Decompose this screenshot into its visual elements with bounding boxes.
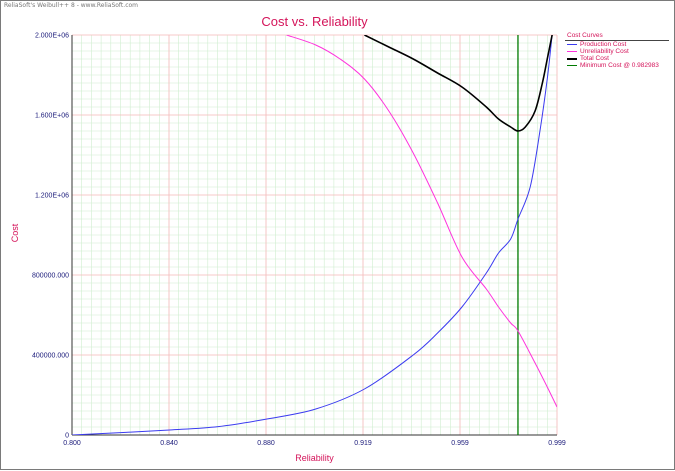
legend-swatch-production	[567, 44, 577, 45]
legend-label: Production Cost	[580, 41, 627, 48]
watermark: ReliaSoft's Weibull++ 8 - www.ReliaSoft.…	[4, 2, 139, 9]
x-tick-label: 0.919	[354, 440, 372, 447]
legend-swatch-total	[567, 57, 577, 60]
x-tick-label: 0.959	[451, 440, 469, 447]
y-tick-label: 400000.000	[32, 353, 69, 360]
legend-label: Minimum Cost @ 0.982983	[580, 62, 659, 69]
legend-swatch-minimum	[567, 65, 577, 66]
x-tick-label: 0.840	[160, 440, 178, 447]
legend: Cost Curves Production Cost Unreliabilit…	[565, 31, 669, 69]
legend-title: Cost Curves	[565, 31, 669, 41]
x-axis-title: Reliability	[295, 453, 334, 463]
x-tick-label: 0.999	[548, 440, 566, 447]
y-tick-label: 0	[65, 433, 69, 440]
legend-item-minimum-cost: Minimum Cost @ 0.982983	[565, 62, 669, 69]
legend-item-total-cost: Total Cost	[565, 55, 669, 62]
x-tick-label: 0.800	[63, 440, 81, 447]
y-tick-label: 1.600E+06	[35, 113, 69, 120]
production-cost-curve	[72, 35, 553, 435]
y-tick-label: 1.200E+06	[35, 193, 69, 200]
total-cost-curve	[364, 35, 553, 132]
x-tick-label: 0.880	[257, 440, 275, 447]
chart-title: Cost vs. Reliability	[261, 14, 368, 29]
legend-item-production-cost: Production Cost	[565, 41, 669, 48]
y-tick-label: 800000.000	[32, 273, 69, 280]
y-tick-label: 2.000E+06	[35, 33, 69, 40]
legend-swatch-unreliability	[567, 51, 577, 52]
legend-label: Unreliability Cost	[580, 48, 629, 55]
legend-label: Total Cost	[580, 55, 609, 62]
legend-item-unreliability-cost: Unreliability Cost	[565, 48, 669, 55]
unreliability-cost-curve	[286, 35, 557, 408]
